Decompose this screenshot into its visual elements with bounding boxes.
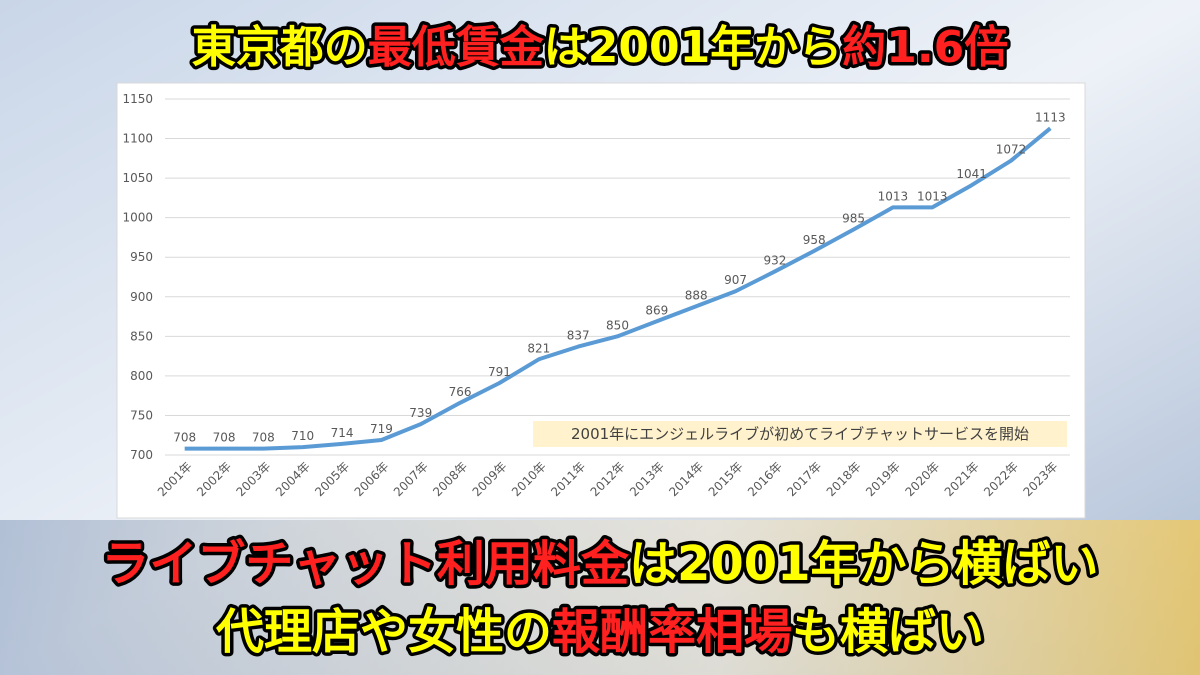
data-label: 739 [409, 406, 432, 420]
data-label: 1013 [917, 189, 948, 203]
text-segment: 代理店や女性の [215, 604, 552, 660]
data-label: 837 [567, 329, 590, 343]
background-glow [0, 520, 1200, 675]
data-label: 932 [763, 253, 786, 267]
data-label: 791 [488, 365, 511, 379]
headline: 東京都の最低賃金は2001年から約1.6倍 [192, 22, 1008, 73]
text-segment: ライブチャット利用料金 [101, 536, 630, 592]
data-label: 714 [331, 426, 354, 440]
y-tick-label: 1050 [122, 171, 153, 185]
text-segment: は2001年から [544, 22, 842, 73]
footer-line: 代理店や女性の報酬率相場も横ばい [215, 604, 984, 660]
data-label: 821 [527, 341, 550, 355]
text-segment: は2001年から横ばい [629, 536, 1099, 592]
y-tick-label: 1000 [122, 211, 153, 225]
data-label: 708 [252, 431, 275, 445]
text-segment: 報酬率相場 [552, 604, 792, 660]
y-tick-label: 1100 [122, 132, 153, 146]
text-segment: 東京都の [192, 22, 368, 73]
data-label: 888 [685, 288, 708, 302]
data-label: 850 [606, 318, 629, 332]
data-label: 708 [213, 431, 236, 445]
data-label: 907 [724, 273, 747, 287]
data-label: 1041 [956, 167, 987, 181]
y-tick-label: 900 [130, 290, 153, 304]
y-tick-label: 850 [130, 329, 153, 343]
data-label: 719 [370, 422, 393, 436]
data-label: 1072 [996, 143, 1027, 157]
data-label: 1113 [1035, 110, 1066, 124]
annotation-box [533, 421, 1067, 447]
text-segment: も横ばい [792, 604, 984, 660]
data-label: 985 [842, 212, 865, 226]
data-label: 958 [803, 233, 826, 247]
data-label: 1013 [878, 189, 909, 203]
chart-area [116, 82, 1086, 519]
data-label: 869 [645, 303, 668, 317]
y-tick-label: 800 [130, 369, 153, 383]
data-label: 766 [449, 385, 472, 399]
y-tick-label: 1150 [122, 92, 153, 106]
y-tick-label: 750 [130, 408, 153, 422]
y-tick-label: 950 [130, 250, 153, 264]
text-segment: 約1.6倍 [842, 22, 1008, 73]
footer-line: ライブチャット利用料金は2001年から横ばい [101, 536, 1098, 592]
annotation: 2001年にエンジェルライブが初めてライブチャットサービスを開始 [571, 425, 1029, 443]
text-segment: 最低賃金 [368, 22, 545, 73]
data-label: 708 [173, 431, 196, 445]
data-label: 710 [291, 429, 314, 443]
line-series [184, 126, 1052, 451]
y-tick-label: 700 [130, 448, 153, 462]
